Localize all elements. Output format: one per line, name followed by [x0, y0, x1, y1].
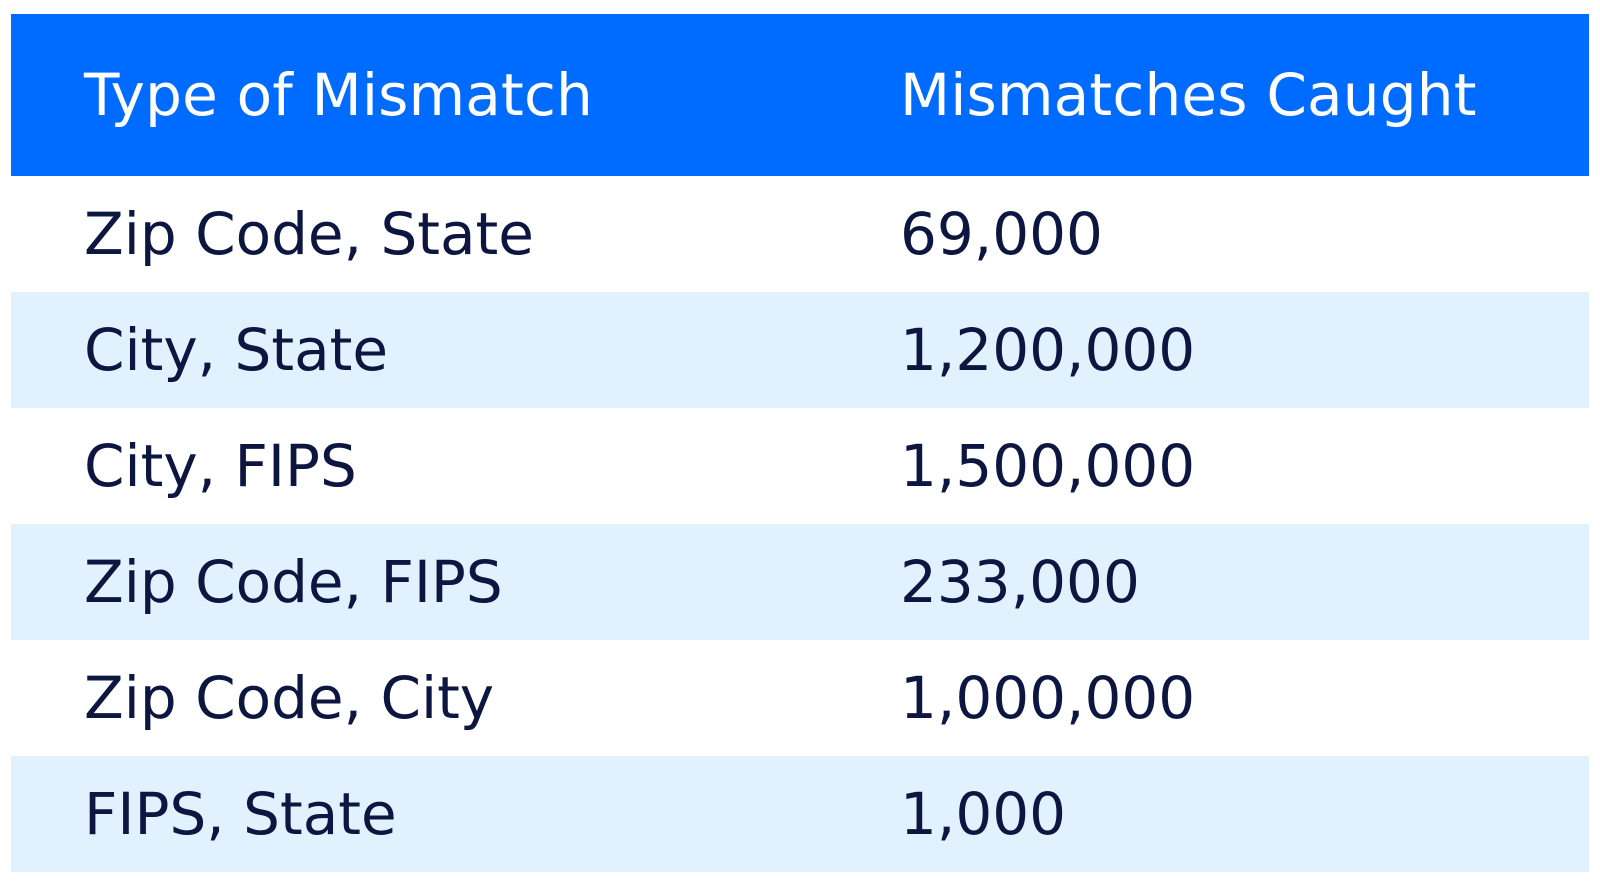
column-header-caught: Mismatches Caught — [900, 61, 1477, 129]
mismatch-type-cell: Zip Code, State — [84, 200, 534, 268]
mismatch-count-cell: 1,000,000 — [900, 664, 1196, 732]
mismatch-type-cell: City, FIPS — [84, 432, 357, 500]
table-row: Zip Code, City 1,000,000 — [11, 640, 1589, 756]
mismatch-table: Type of Mismatch Mismatches Caught Zip C… — [11, 14, 1589, 872]
mismatch-type-cell: Zip Code, FIPS — [84, 548, 503, 616]
mismatch-count-cell: 69,000 — [900, 200, 1103, 268]
column-header-type: Type of Mismatch — [84, 61, 594, 129]
table-row: City, FIPS 1,500,000 — [11, 408, 1589, 524]
table-row: Zip Code, FIPS 233,000 — [11, 524, 1589, 640]
mismatch-type-cell: FIPS, State — [84, 780, 397, 848]
mismatch-count-cell: 1,500,000 — [900, 432, 1196, 500]
mismatch-count-cell: 1,000 — [900, 780, 1067, 848]
table-row: City, State 1,200,000 — [11, 292, 1589, 408]
table-row: FIPS, State 1,000 — [11, 756, 1589, 872]
mismatch-count-cell: 1,200,000 — [900, 316, 1196, 384]
mismatch-count-cell: 233,000 — [900, 548, 1140, 616]
table-row: Zip Code, State 69,000 — [11, 176, 1589, 292]
mismatch-type-cell: City, State — [84, 316, 389, 384]
mismatch-type-cell: Zip Code, City — [84, 664, 495, 732]
table-header: Type of Mismatch Mismatches Caught — [11, 14, 1589, 176]
